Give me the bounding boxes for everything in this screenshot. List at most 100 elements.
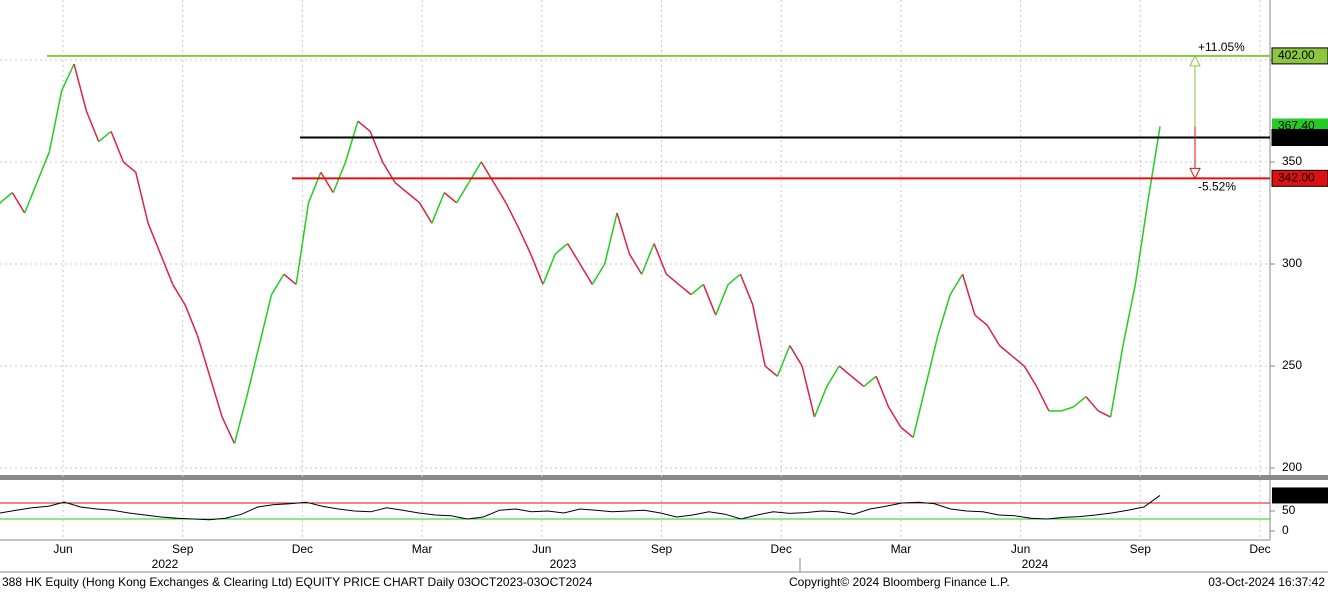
price-segment: [1146, 126, 1161, 203]
price-segment: [320, 171, 334, 193]
price-segment: [813, 386, 828, 418]
level-box: [1271, 169, 1328, 187]
price-segment: [789, 345, 803, 367]
price-segment: [863, 375, 877, 388]
price-segment: [1073, 396, 1087, 408]
price-segment: [665, 273, 680, 286]
footer-right: 03-Oct-2024 16:37:42: [1208, 575, 1325, 589]
price-segment: [147, 222, 162, 255]
price-segment: [48, 90, 63, 152]
price-segment: [36, 151, 51, 183]
price-segment: [715, 284, 729, 316]
price-segment: [851, 375, 865, 388]
price-segment: [603, 212, 618, 265]
rsi-line: [0, 495, 1161, 521]
price-segment: [974, 314, 988, 326]
y-tick-label: 0: [1282, 523, 1289, 537]
price-segment: [332, 161, 347, 193]
price-segment: [678, 283, 692, 296]
x-tick-label: Dec: [292, 542, 313, 556]
x-tick-label: Sep: [172, 542, 194, 556]
price-segment: [1097, 410, 1111, 418]
price-segment: [999, 345, 1013, 357]
price-segment: [961, 274, 976, 316]
last-rsi-label: 88.8811: [1276, 488, 1319, 502]
price-segment: [0, 192, 13, 204]
price-segment: [61, 63, 75, 91]
price-segment: [258, 294, 273, 346]
x-tick-label: Mar: [412, 542, 433, 556]
x-tick-label: Jun: [532, 542, 551, 556]
annotation: +11.05%: [1198, 40, 1245, 54]
footer-center: Copyright© 2024 Bloomberg Finance L.P.: [789, 575, 1010, 589]
price-segment: [431, 192, 445, 224]
price-segment: [406, 192, 421, 204]
price-segment: [209, 376, 223, 418]
price-segment: [1035, 386, 1050, 412]
price-segment: [986, 324, 1001, 347]
price-segment: [369, 131, 384, 163]
year-label: 2023: [550, 557, 577, 571]
year-label: 2024: [1022, 557, 1049, 571]
annotation: -5.52%: [1198, 180, 1236, 194]
footer-left: 388 HK Equity (Hong Kong Exchanges & Cle…: [2, 575, 593, 589]
price-segment: [85, 110, 100, 142]
price-segment: [579, 263, 593, 285]
y-tick-label: 200: [1282, 460, 1302, 474]
x-tick-label: Sep: [651, 542, 673, 556]
x-tick-label: Jun: [1011, 542, 1030, 556]
price-segment: [776, 345, 791, 377]
level-label: 402.00: [1278, 48, 1315, 62]
price-segment: [739, 273, 754, 306]
price-segment: [764, 365, 778, 377]
y-tick-label: 300: [1282, 256, 1302, 270]
price-segment: [554, 243, 569, 255]
price-segment: [1061, 406, 1074, 412]
price-segment: [443, 192, 458, 204]
price-segment: [1122, 284, 1137, 346]
price-segment: [418, 202, 433, 224]
price-panel: [0, 0, 1270, 475]
price-segment: [826, 365, 840, 387]
price-segment: [653, 243, 668, 275]
price-segment: [1085, 396, 1099, 412]
price-segment: [344, 120, 359, 163]
price-segment: [887, 406, 902, 428]
arrow-up-head: [1189, 54, 1201, 67]
arrow-down-head: [1189, 167, 1201, 180]
x-tick-label: Jun: [53, 542, 72, 556]
y-tick-label: 50: [1282, 503, 1296, 517]
price-segment: [455, 182, 470, 204]
price-segment: [702, 284, 717, 316]
price-segment: [690, 283, 704, 296]
x-tick-label: Dec: [771, 542, 792, 556]
price-segment: [357, 120, 371, 132]
price-segment: [246, 345, 260, 397]
price-segment: [542, 253, 557, 285]
price-segment: [517, 226, 532, 255]
price-segment: [924, 335, 939, 387]
price-segment: [641, 243, 655, 275]
price-segment: [307, 171, 322, 204]
price-segment: [23, 182, 38, 214]
x-tick-label: Mar: [891, 542, 912, 556]
level-box: [1271, 129, 1328, 147]
price-segment: [233, 396, 248, 444]
y-tick-label: 250: [1282, 358, 1302, 372]
price-segment: [283, 273, 297, 286]
price-segment: [1134, 202, 1149, 285]
price-segment: [172, 284, 186, 306]
price-segment: [616, 212, 631, 255]
price-segment: [1023, 365, 1038, 387]
x-tick-label: Dec: [1249, 542, 1270, 556]
price-segment: [221, 416, 236, 444]
panel-divider: [0, 475, 1328, 480]
price-segment: [11, 192, 26, 214]
level-box: [1271, 47, 1328, 65]
price-segment: [1109, 345, 1124, 418]
price-segment: [73, 63, 88, 112]
price-segment: [295, 202, 310, 285]
price-segment: [628, 253, 643, 275]
price-segment: [394, 181, 408, 194]
